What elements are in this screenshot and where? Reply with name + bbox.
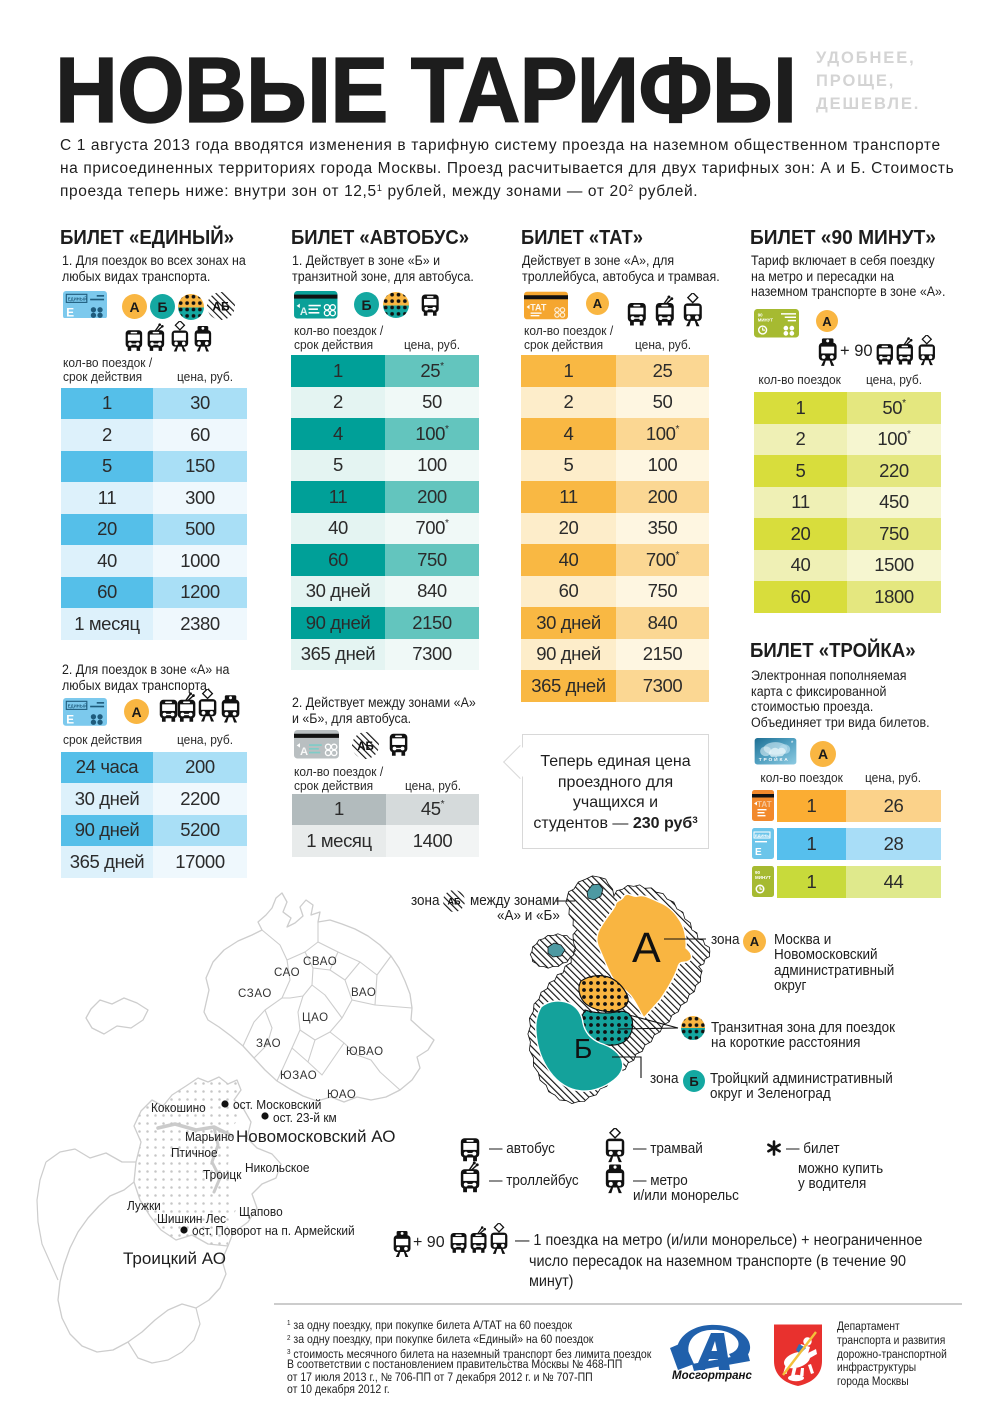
svg-text:Мосгортранс: Мосгортранс bbox=[672, 1370, 752, 1382]
svg-text:А: А bbox=[632, 924, 661, 972]
svg-text:АБ: АБ bbox=[357, 741, 374, 753]
svg-text:АБ: АБ bbox=[212, 300, 230, 314]
svg-text:Б: Б bbox=[574, 1033, 592, 1064]
svg-text:АБ: АБ bbox=[448, 897, 461, 907]
